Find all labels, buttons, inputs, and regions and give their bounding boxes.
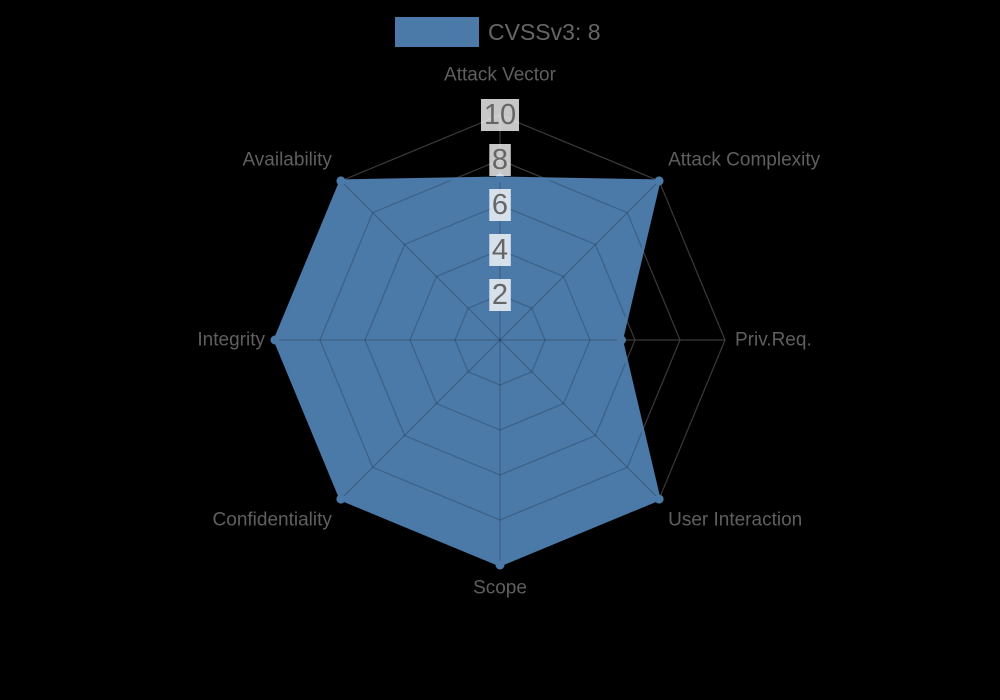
- vertex-dot-integrity: [270, 335, 280, 345]
- vertex-dot-priv-req: [617, 335, 626, 345]
- tick-backdrop-4: [489, 234, 511, 266]
- vertex-dot-confidentiality: [336, 494, 346, 504]
- tick-text-8: 8: [492, 144, 508, 176]
- tick-label-10: 10: [481, 99, 519, 131]
- axis-label-availability: Availability: [242, 149, 332, 170]
- axis-label-user-interaction: User Interaction: [668, 510, 802, 531]
- tick-text-10: 10: [484, 99, 516, 131]
- tick-backdrop-6: [489, 189, 511, 221]
- tick-label-2: 2: [489, 279, 511, 311]
- tick-text-4: 4: [492, 234, 508, 266]
- axis-label-scope: Scope: [473, 578, 527, 599]
- tick-backdrop-8: [489, 144, 511, 176]
- tick-label-6: 6: [489, 189, 511, 221]
- vertex-dot-attack-complexity: [654, 176, 664, 186]
- vertex-dot-availability: [336, 176, 346, 186]
- axis-spoke-availability: [340, 180, 501, 341]
- axis-label-attack-vector: Attack Vector: [444, 65, 557, 86]
- series-area-cvssv3-8: [275, 178, 660, 565]
- axis-spoke-user-interaction: [499, 339, 660, 500]
- grid-ring-6: [364, 204, 636, 476]
- tick-label-4: 4: [489, 234, 511, 266]
- grid-ring-2: [454, 294, 546, 386]
- vertex-dot-scope: [495, 560, 505, 570]
- axis-spoke-attack-complexity: [499, 180, 660, 341]
- axis-spoke-confidentiality: [340, 339, 501, 500]
- legend-label[interactable]: CVSSv3: 8: [488, 19, 601, 45]
- tick-text-6: 6: [492, 189, 508, 221]
- tick-label-8: 8: [489, 144, 511, 176]
- grid-ring-4: [409, 249, 591, 431]
- legend-swatch[interactable]: [395, 17, 479, 47]
- vertex-dot-user-interaction: [654, 494, 664, 504]
- axis-label-priv-req: Priv.Req.: [735, 330, 812, 351]
- tick-backdrop-10: [481, 99, 519, 131]
- axis-label-integrity: Integrity: [197, 330, 265, 351]
- tick-text-2: 2: [492, 279, 508, 311]
- tick-backdrop-2: [489, 279, 511, 311]
- chart-legend[interactable]: CVSSv3: 8: [395, 17, 601, 47]
- axis-label-confidentiality: Confidentiality: [213, 510, 333, 531]
- axis-label-attack-complexity: Attack Complexity: [668, 149, 821, 170]
